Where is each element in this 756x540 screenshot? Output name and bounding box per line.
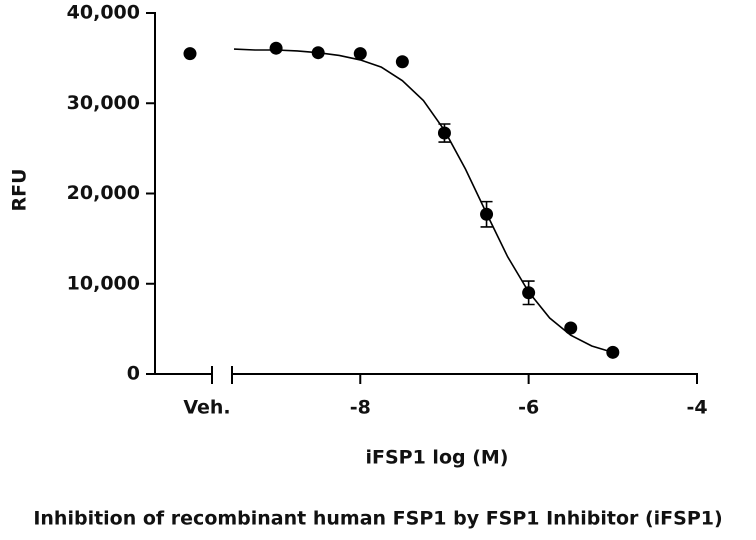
y-tick-label: 10,000 xyxy=(67,272,140,294)
y-tick-label: 40,000 xyxy=(67,2,140,24)
point xyxy=(606,345,620,359)
vehicle-point xyxy=(183,47,197,61)
x-axis-label: iFSP1 log (M) xyxy=(366,447,509,469)
x-tick-label: -4 xyxy=(686,397,707,419)
y-axis-label: RFU xyxy=(9,168,31,211)
y-tick-label: 30,000 xyxy=(67,92,140,114)
chart-title: Inhibition of recombinant human FSP1 by … xyxy=(33,508,722,530)
point xyxy=(395,55,409,69)
y-tick-label: 20,000 xyxy=(67,182,140,204)
x-category-label: Veh. xyxy=(183,397,230,419)
point xyxy=(353,47,367,61)
point xyxy=(311,46,325,60)
x-tick-label: -8 xyxy=(350,397,371,419)
point xyxy=(480,207,494,221)
point xyxy=(522,286,536,300)
point xyxy=(564,321,578,335)
fit-curve xyxy=(233,48,614,354)
x-tick-label: -6 xyxy=(518,397,539,419)
point xyxy=(437,126,451,140)
point xyxy=(269,41,283,55)
y-tick-label: 0 xyxy=(127,363,140,385)
